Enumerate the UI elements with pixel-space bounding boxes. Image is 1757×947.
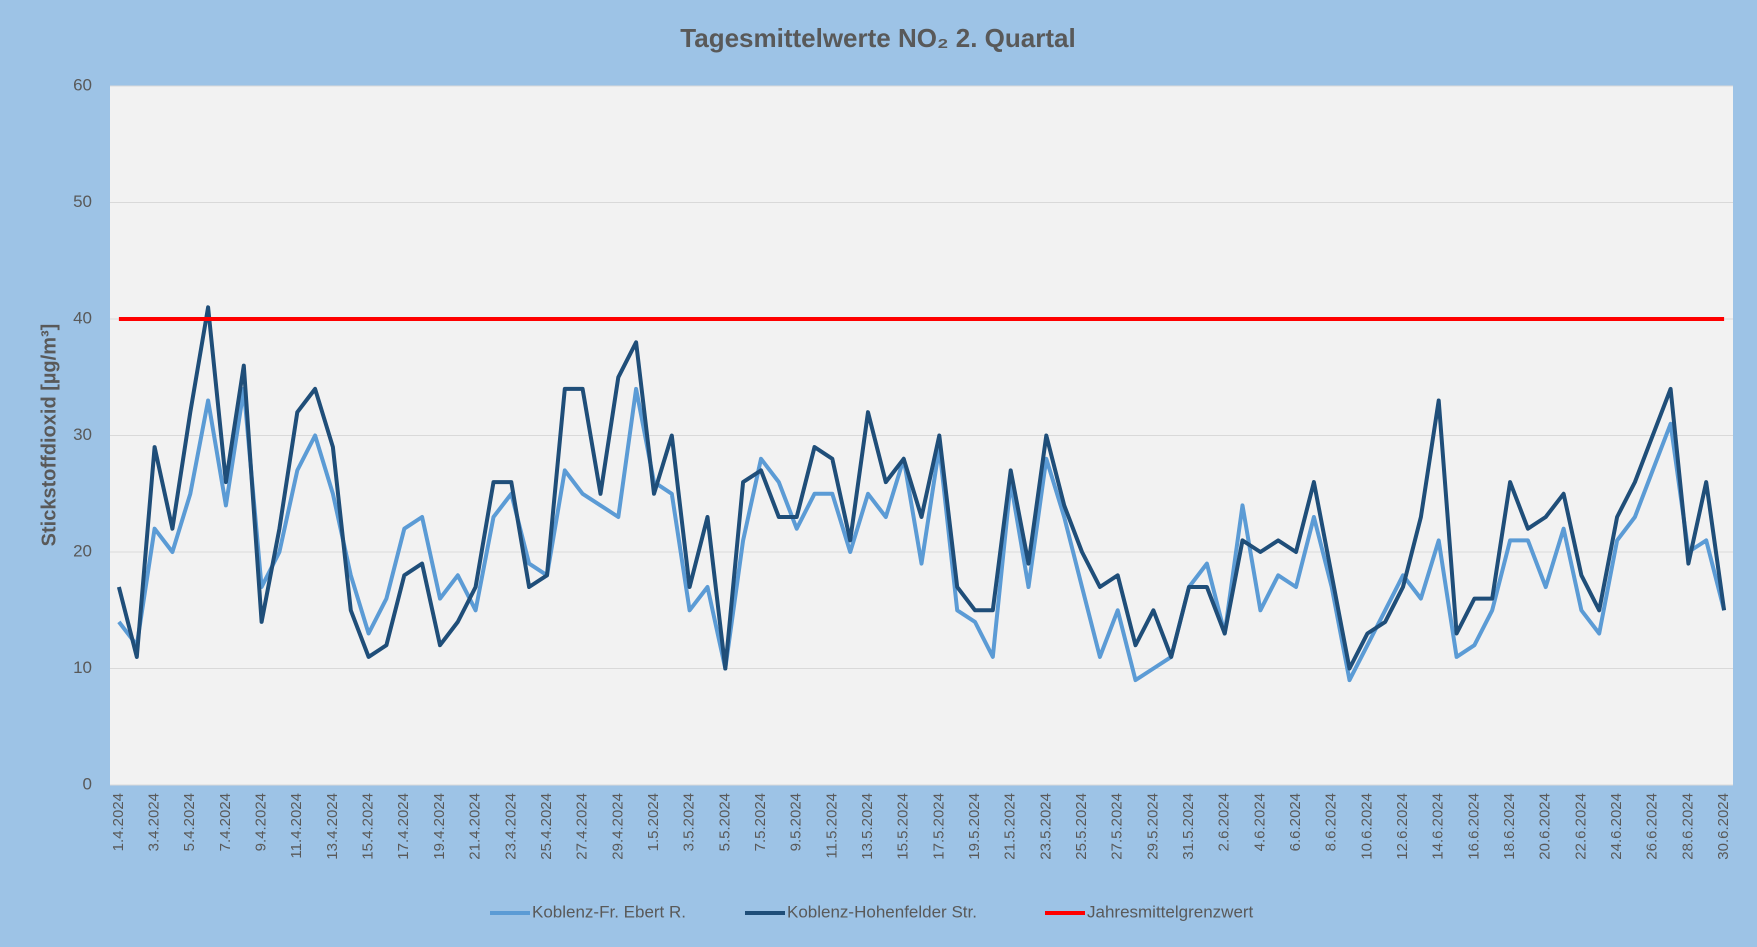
x-tick-label: 13.4.2024 [324,793,341,860]
x-tick-label: 23.4.2024 [502,793,519,860]
x-tick-label: 27.4.2024 [574,793,591,860]
y-tick-label: 50 [73,192,92,211]
x-tick-label: 25.5.2024 [1073,793,1090,860]
x-tick-label: 21.4.2024 [467,793,484,860]
x-tick-label: 19.4.2024 [431,793,448,860]
x-tick-label: 10.6.2024 [1358,793,1375,860]
x-tick-label: 8.6.2024 [1323,793,1340,851]
x-tick-label: 2.6.2024 [1216,793,1233,851]
legend-label: Koblenz-Hohenfelder Str. [787,902,977,921]
x-tick-label: 12.6.2024 [1394,793,1411,860]
x-tick-label: 24.6.2024 [1608,793,1625,860]
x-tick-label: 27.5.2024 [1109,793,1126,860]
x-tick-label: 15.4.2024 [360,793,377,860]
x-tick-label: 11.4.2024 [288,793,305,859]
x-tick-label: 25.4.2024 [538,793,555,860]
y-tick-label: 20 [73,541,92,560]
x-tick-label: 6.6.2024 [1287,793,1304,851]
x-tick-label: 7.5.2024 [752,793,769,851]
y-axis-label: Stickstoffdioxid [µg/m³] [38,324,60,547]
x-tick-label: 3.5.2024 [681,793,698,851]
legend-label: Koblenz-Fr. Ebert R. [532,902,686,921]
x-tick-label: 21.5.2024 [1002,793,1019,860]
x-tick-label: 29.5.2024 [1144,793,1161,860]
legend-label: Jahresmittelgrenzwert [1087,902,1254,921]
x-tick-label: 5.5.2024 [716,793,733,851]
x-tick-label: 22.6.2024 [1572,793,1589,860]
x-tick-label: 15.5.2024 [895,793,912,860]
x-tick-label: 3.4.2024 [146,793,163,851]
x-tick-label: 1.4.2024 [110,793,127,851]
x-tick-label: 9.4.2024 [253,793,270,851]
x-tick-label: 4.6.2024 [1251,793,1268,851]
x-tick-label: 30.6.2024 [1715,793,1732,860]
x-tick-label: 26.6.2024 [1644,793,1661,860]
x-tick-label: 19.5.2024 [966,793,983,860]
x-tick-label: 1.5.2024 [645,793,662,851]
x-tick-label: 17.5.2024 [930,793,947,860]
x-tick-label: 23.5.2024 [1037,793,1054,860]
x-tick-label: 13.5.2024 [859,793,876,860]
y-tick-label: 60 [73,75,92,94]
x-tick-label: 17.4.2024 [395,793,412,860]
x-tick-label: 29.4.2024 [609,793,626,860]
chart-title: Tagesmittelwerte NO₂ 2. Quartal [680,23,1075,53]
x-tick-label: 20.6.2024 [1537,793,1554,860]
x-tick-label: 9.5.2024 [788,793,805,851]
x-tick-label: 5.4.2024 [181,793,198,851]
x-tick-label: 11.5.2024 [823,793,840,859]
y-tick-label: 40 [73,308,92,327]
y-tick-label: 0 [83,774,92,793]
x-tick-label: 14.6.2024 [1430,793,1447,860]
y-tick-label: 30 [73,425,92,444]
x-tick-label: 18.6.2024 [1501,793,1518,860]
x-tick-label: 28.6.2024 [1679,793,1696,860]
series-line [117,386,1727,683]
x-tick-label: 16.6.2024 [1465,793,1482,860]
y-tick-label: 10 [73,658,92,677]
x-tick-label: 7.4.2024 [217,793,234,851]
x-tick-label: 31.5.2024 [1180,793,1197,860]
series-line [116,305,1727,671]
